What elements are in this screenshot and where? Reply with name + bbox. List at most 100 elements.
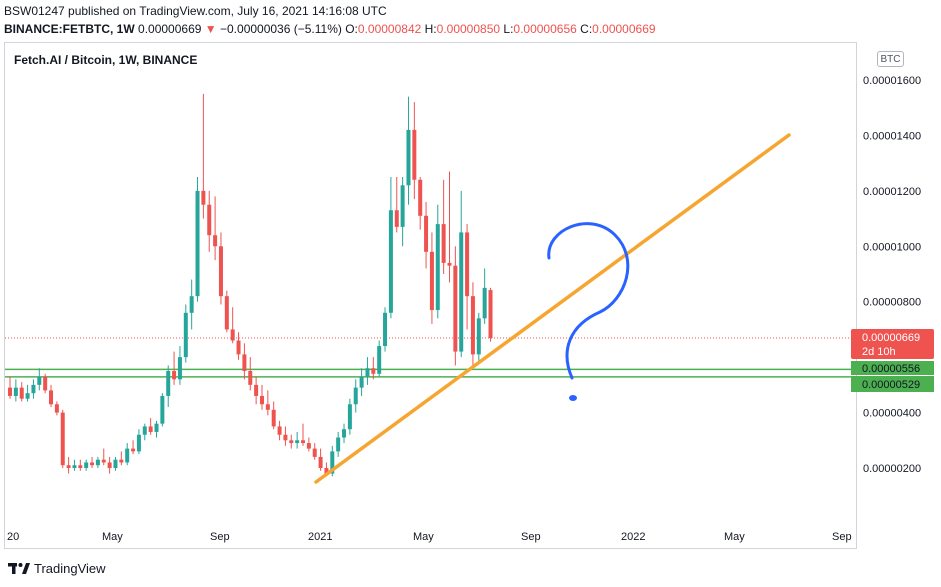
candle-body — [459, 232, 464, 352]
support-lines — [5, 337, 855, 378]
candle-body — [271, 409, 276, 427]
candle-body — [470, 296, 475, 355]
symbol-label: BINANCE:FETBTC, 1W — [4, 22, 135, 36]
candle-body — [377, 346, 382, 374]
candle-body — [441, 224, 446, 263]
candle-body — [488, 290, 493, 339]
candle-body — [66, 465, 71, 468]
candle-body — [353, 387, 358, 405]
candle-body — [435, 224, 440, 311]
candle-body — [43, 376, 48, 391]
y-tick-label: 0.00000400 — [863, 408, 921, 420]
high-label: H: — [424, 22, 437, 36]
candle-body — [236, 340, 241, 355]
candle-body — [418, 179, 423, 216]
y-tick-label: 0.00000800 — [863, 297, 921, 309]
orange-trendline — [314, 133, 791, 484]
current-price-tag — [851, 329, 934, 359]
candle-body — [8, 387, 12, 396]
support-tag-1 — [851, 361, 934, 375]
candle-body — [207, 204, 212, 236]
candle-body — [394, 210, 399, 227]
support-tag-2 — [851, 376, 934, 392]
candle-body — [289, 440, 294, 444]
candle-body — [177, 357, 182, 380]
candle-body — [412, 129, 417, 180]
candle-body — [388, 210, 393, 313]
candle-body — [424, 215, 429, 252]
question-mark-dot — [569, 395, 577, 401]
candle-body — [242, 354, 247, 371]
candle-body — [78, 465, 83, 468]
support-tag-1-value: 0.00000556 — [862, 363, 920, 375]
candle-body — [13, 387, 18, 396]
candle-body — [224, 296, 229, 330]
currency-badge[interactable]: BTC — [877, 51, 904, 67]
candle-body — [95, 459, 100, 466]
candle-body — [160, 395, 165, 424]
candle-body — [19, 387, 24, 399]
candle-body — [295, 440, 300, 444]
y-tick-label: 0.00001200 — [863, 186, 921, 198]
candle-body — [400, 185, 405, 227]
chart-title: Fetch.AI / Bitcoin, 1W, BINANCE — [14, 53, 198, 67]
candle-body — [230, 329, 235, 341]
candle-body — [154, 423, 159, 432]
candle-body — [482, 287, 487, 319]
low-label: L: — [503, 22, 514, 36]
candle-body — [90, 462, 95, 466]
candle-body — [476, 318, 481, 355]
candle-body — [336, 437, 341, 452]
candle-body — [365, 368, 370, 377]
down-arrow-icon: ▼ — [204, 22, 217, 36]
close-label: C: — [580, 22, 593, 36]
footer-brand[interactable]: TradingView — [8, 560, 106, 576]
candle-body — [166, 371, 171, 396]
candle-body — [359, 376, 364, 388]
candle-body — [447, 262, 452, 266]
candle-body — [60, 412, 65, 466]
y-tick-label: 0.00001600 — [863, 75, 921, 87]
candle-body — [195, 190, 200, 297]
candle-body — [72, 465, 77, 468]
candle-body — [301, 440, 305, 444]
support-tag-2-value: 0.00000529 — [862, 379, 920, 391]
drawings — [314, 133, 791, 484]
candle-body — [342, 429, 347, 438]
candle-body — [54, 404, 59, 413]
candle-body — [37, 376, 42, 385]
candle-body — [330, 451, 335, 474]
x-tick-label: Sep — [210, 531, 230, 543]
question-mark-curve — [547, 222, 630, 380]
candle-body — [213, 235, 218, 247]
publish-info: BSW01247 published on TradingView.com, J… — [4, 4, 387, 18]
x-tick-label: Sep — [832, 531, 852, 543]
axes: 0.00001600 0.00001400 0.00001200 0.00001000… — [7, 75, 921, 543]
chart-frame — [4, 42, 857, 549]
open-value: 0.00000842 — [357, 22, 422, 36]
candle-body — [465, 232, 470, 297]
close-value: 0.00000669 — [592, 22, 656, 36]
low-value: 0.00000656 — [513, 22, 577, 36]
y-tick-label: 0.00001400 — [863, 130, 921, 142]
candle-body — [248, 371, 253, 385]
candle-body — [142, 426, 147, 435]
candle-body — [371, 368, 376, 374]
candle-body — [277, 426, 282, 435]
candle-body — [312, 448, 317, 457]
candle-body — [49, 390, 54, 405]
candle-body — [25, 393, 30, 399]
open-label: O: — [345, 22, 358, 36]
footer-brand-label: TradingView — [34, 560, 106, 576]
countdown-tag-value: 2d 10h — [862, 346, 896, 358]
symbol-quote-line: BINANCE:FETBTC, 1W 0.00000669 ▼ −0.00000… — [4, 22, 656, 36]
y-tick-label: 0.00000200 — [863, 463, 921, 475]
candle-body — [318, 456, 323, 468]
candle-body — [259, 395, 264, 405]
x-tick-label: 20 — [7, 531, 19, 543]
candle-body — [107, 462, 112, 468]
candle-body — [113, 459, 118, 468]
x-tick-label: May — [724, 531, 745, 543]
candle-body — [218, 246, 223, 297]
